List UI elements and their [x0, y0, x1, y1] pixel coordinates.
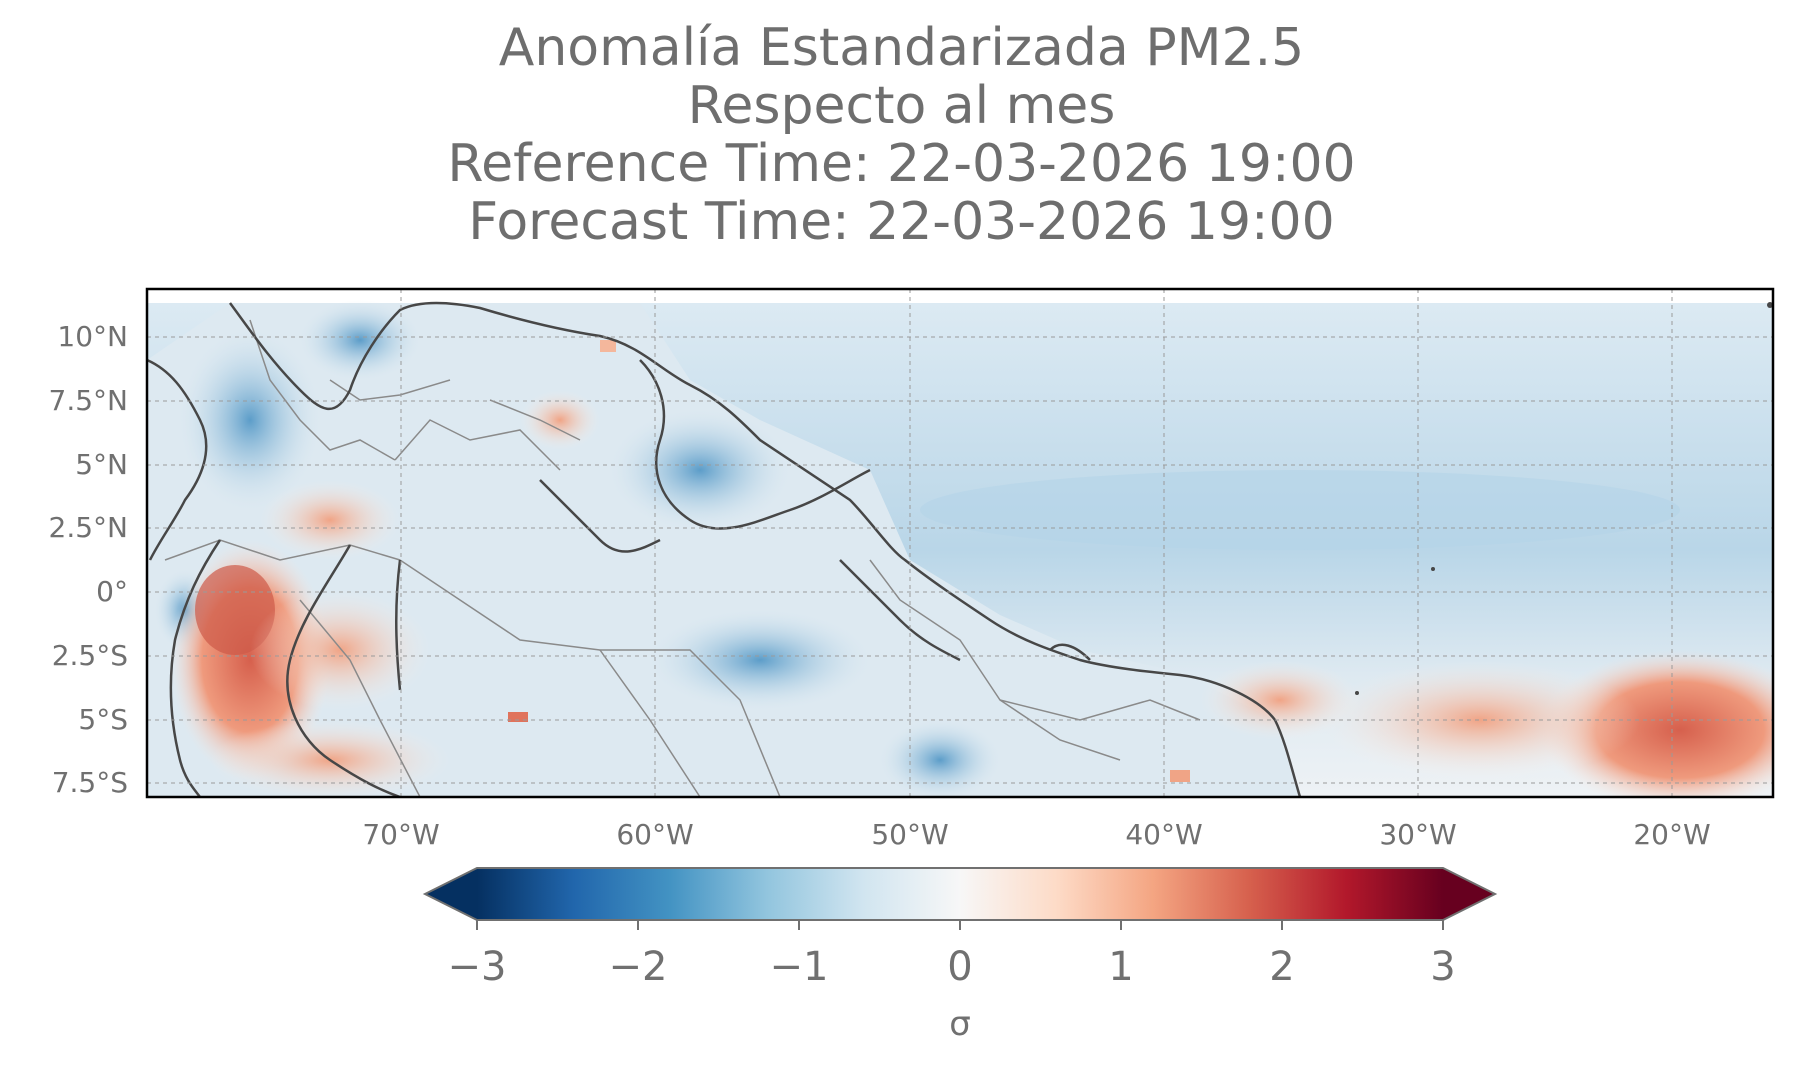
lat-tick-label: 2.5°N	[48, 511, 128, 544]
colorbar-ticks	[476, 920, 1444, 930]
lat-tick-label: 7.5°N	[48, 384, 128, 417]
lat-tick-label: 5°S	[78, 703, 128, 736]
colorbar-tick-label: −3	[447, 944, 507, 990]
colorbar-extend-high	[1443, 868, 1495, 920]
colorbar	[422, 867, 1498, 930]
colorbar-unit-label: σ	[949, 1004, 971, 1044]
title-line-1: Anomalía Estandarizada PM2.5	[498, 18, 1305, 78]
colorbar-tick-label: 1	[1108, 944, 1134, 990]
lon-tick-label: 30°W	[1379, 818, 1457, 851]
lon-tick-label: 60°W	[616, 818, 694, 851]
lon-tick-label: 70°W	[362, 818, 440, 851]
colorbar-tick-label: −2	[608, 944, 668, 990]
gridlines	[147, 289, 1773, 797]
lat-axis: 10°N 7.5°N 5°N 2.5°N 0° 2.5°S 5°S 7.5°S	[0, 0, 128, 1074]
colorbar-tick-label: 0	[947, 944, 973, 990]
lon-tick-label: 20°W	[1633, 818, 1711, 851]
colorbar-gradient	[477, 868, 1443, 920]
lat-tick-label: 5°N	[75, 448, 128, 481]
country-borders	[164, 319, 1201, 797]
coastlines	[147, 301, 1302, 797]
lat-tick-label: 7.5°S	[51, 766, 128, 799]
colorbar-tick-label: 2	[1269, 944, 1295, 990]
lat-tick-label: 0°	[96, 575, 128, 608]
title-line-3: Reference Time: 22-03-2026 19:00	[447, 134, 1356, 194]
lon-tick-label: 50°W	[871, 818, 949, 851]
colorbar-extend-low	[425, 868, 477, 920]
colorbar-tick-label: −1	[769, 944, 829, 990]
lon-tick-label: 40°W	[1125, 818, 1203, 851]
map-frame	[145, 287, 1775, 799]
lat-tick-label: 2.5°S	[51, 639, 128, 672]
title-line-4: Forecast Time: 22-03-2026 19:00	[468, 192, 1335, 252]
colorbar-tick-label: 3	[1430, 944, 1456, 990]
anomaly-field	[147, 289, 1773, 797]
title-line-2: Respecto al mes	[687, 76, 1116, 136]
lat-tick-label: 10°N	[57, 320, 128, 353]
